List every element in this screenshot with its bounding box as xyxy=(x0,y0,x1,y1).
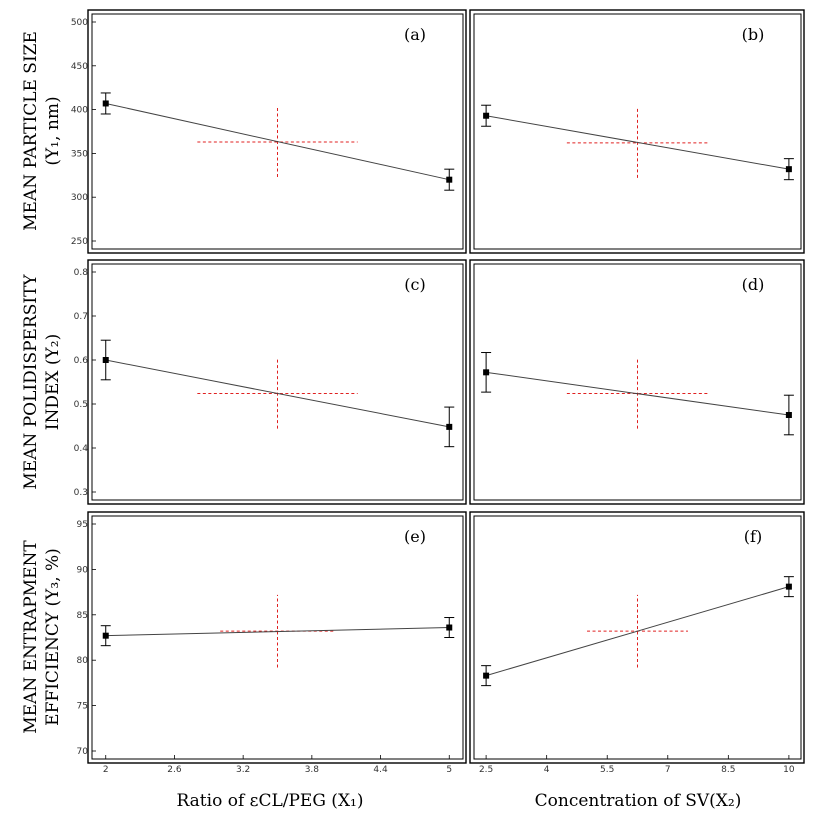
panel-f: 2.5 4 5.5 7 8.5 10 (f) xyxy=(469,511,805,775)
y-tick-label: 350 xyxy=(71,149,88,159)
y-axis-label: MEAN POLIDISPERSITY INDEX (Y₂) xyxy=(21,274,63,490)
main-effect-line xyxy=(105,102,450,181)
y-axis-label-line: (Y₁, nm) xyxy=(43,96,63,165)
panel-outer-frame xyxy=(87,259,467,505)
y-axis-label-line: MEAN ENTRAPMENT xyxy=(21,540,41,734)
data-point xyxy=(483,672,490,679)
y-tick-label: 450 xyxy=(71,62,88,72)
y-tick-label: 0.4 xyxy=(74,444,89,454)
x-tick-label: 3.8 xyxy=(305,765,320,775)
x-axis-label: Ratio of εCL/PEG (X₁) xyxy=(176,791,363,811)
y-tick-label: 0.3 xyxy=(74,488,88,498)
panel-a: 250 300 350 400 450 500 (a) xyxy=(71,9,467,254)
x-tick-label: 2 xyxy=(103,765,109,775)
data-point xyxy=(446,176,453,183)
panel-outer-frame xyxy=(469,9,805,254)
x-tick-label: 4 xyxy=(544,765,550,775)
data-point xyxy=(102,100,109,107)
y-tick-label: 70 xyxy=(77,747,89,757)
y-axis-label-line: MEAN PARTICLE SIZE xyxy=(21,31,41,231)
panel-label: (c) xyxy=(404,275,425,294)
y-tick-label: 0.6 xyxy=(74,356,89,366)
data-point xyxy=(785,166,792,173)
plot-area-frame xyxy=(91,13,464,250)
x-tick-label: 7 xyxy=(665,765,671,775)
y-tick-label: 90 xyxy=(77,565,89,575)
y-axis-label-line: EFFICIENCY (Y₃, %) xyxy=(43,548,63,726)
x-axis-label: Concentration of SV(X₂) xyxy=(535,791,742,811)
y-tick-label: 0.8 xyxy=(74,268,89,278)
panel-label: (f) xyxy=(744,527,762,546)
x-tick-label: 10 xyxy=(783,765,795,775)
x-tick-label: 3.2 xyxy=(236,765,250,775)
x-tick-label: 2.5 xyxy=(479,765,493,775)
main-effect-line xyxy=(105,627,450,637)
y-tick-label: 85 xyxy=(77,611,88,621)
data-point xyxy=(483,369,490,376)
data-point xyxy=(446,423,453,430)
panel-outer-frame xyxy=(469,511,805,764)
panel-label: (b) xyxy=(742,25,765,44)
main-effect-line xyxy=(105,359,450,428)
y-tick-label: 0.7 xyxy=(74,312,88,322)
y-tick-label: 80 xyxy=(77,656,89,666)
y-tick-label: 500 xyxy=(71,18,88,28)
y-tick-label: 95 xyxy=(77,520,88,530)
y-axis-label-line: INDEX (Y₂) xyxy=(43,334,63,430)
data-point xyxy=(785,412,792,418)
y-axis-label: MEAN PARTICLE SIZE (Y₁, nm) xyxy=(21,31,63,231)
main-effect-line xyxy=(485,586,790,677)
x-tick-label: 5 xyxy=(446,765,452,775)
main-effect-line xyxy=(486,371,789,416)
x-tick-label: 2.6 xyxy=(167,765,182,775)
data-point xyxy=(102,632,109,639)
panel-label: (d) xyxy=(742,275,765,294)
data-point xyxy=(446,624,453,631)
x-tick-label: 5.5 xyxy=(600,765,614,775)
panel-outer-frame xyxy=(469,259,805,505)
y-tick-label: 75 xyxy=(77,702,88,712)
data-point xyxy=(483,112,490,119)
x-tick-label: 4.4 xyxy=(373,765,388,775)
y-tick-label: 300 xyxy=(71,193,88,203)
data-point xyxy=(102,357,109,363)
y-tick-label: 0.5 xyxy=(74,400,88,410)
data-point xyxy=(785,583,792,590)
x-tick-label: 8.5 xyxy=(721,765,735,775)
panel-e: 70 75 80 85 90 95 2 2.6 3.2 3.8 4.4 5 (e) xyxy=(77,511,467,775)
panel-outer-frame xyxy=(87,511,467,764)
panel-outer-frame xyxy=(87,9,467,254)
y-axis-label: MEAN ENTRAPMENT EFFICIENCY (Y₃, %) xyxy=(21,540,63,734)
y-tick-label: 400 xyxy=(71,106,88,116)
main-effect-line xyxy=(486,115,789,170)
panel-c: 0.3 0.4 0.5 0.6 0.7 0.8 (c) xyxy=(74,259,467,505)
panel-b: (b) xyxy=(469,9,805,254)
panel-d: (d) xyxy=(469,259,805,505)
y-axis-label-line: MEAN POLIDISPERSITY xyxy=(21,274,41,490)
y-tick-label: 250 xyxy=(71,237,88,247)
panel-label: (e) xyxy=(404,527,426,546)
panel-label: (a) xyxy=(404,25,426,44)
